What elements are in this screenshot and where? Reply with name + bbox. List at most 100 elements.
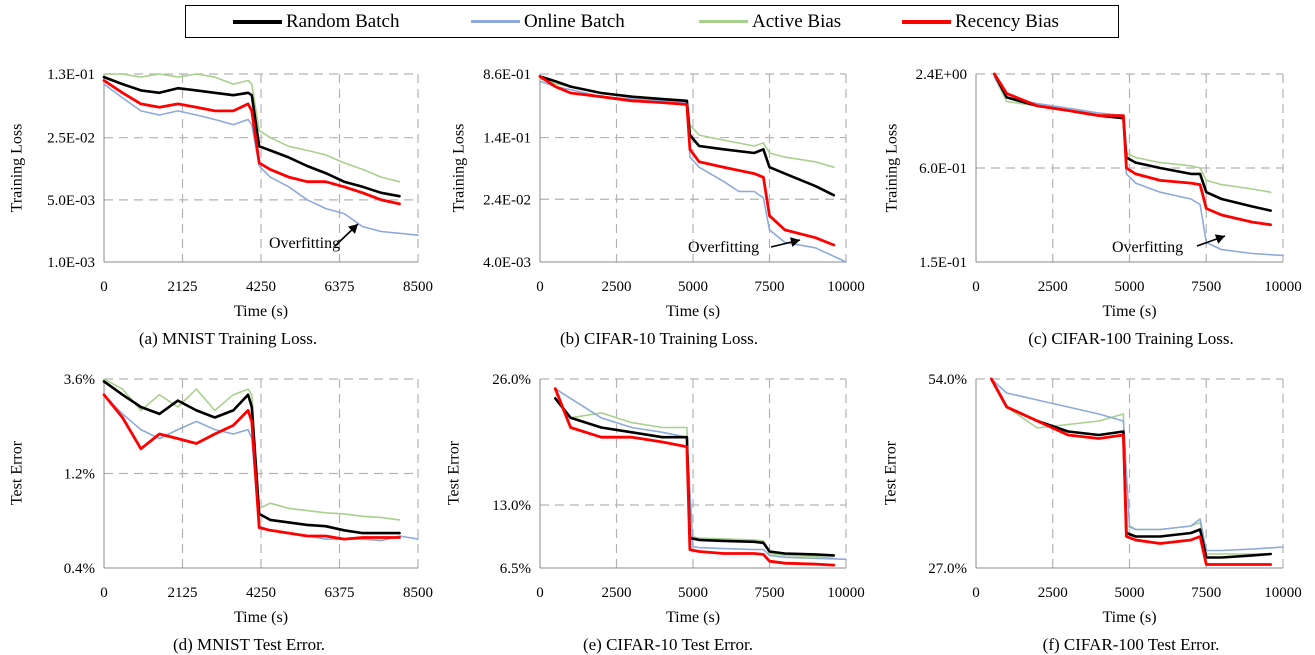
x-tick-label: 0: [100, 279, 108, 295]
legend-swatch-random-batch: [233, 20, 282, 24]
x-tick-label: 7500: [1191, 585, 1221, 601]
series-line-active-bias: [103, 73, 401, 183]
legend-swatch-online-batch: [471, 20, 520, 23]
legend-swatch-recency-bias: [902, 20, 951, 24]
y-axis-label: Test Error: [9, 440, 26, 505]
series-line-random-batch: [102, 380, 401, 535]
y-tick-label: 5.0E-03: [47, 193, 95, 209]
chart-caption: (f) CIFAR-100 Test Error.: [1043, 635, 1220, 654]
x-tick-label: 2125: [168, 585, 198, 601]
series-line-recency-bias: [538, 75, 836, 247]
chart-panel-1: 0 2125 4250 6375 8500 1.3E-01 2.5E-02 5.0E-03 1.…: [9, 67, 433, 348]
x-tick-label: 5000: [1115, 585, 1145, 601]
chart-caption: (a) MNIST Training Loss.: [139, 329, 317, 348]
x-tick-label: 5000: [678, 279, 708, 295]
series-line-random-batch: [553, 397, 836, 557]
x-tick-label: 4250: [246, 279, 276, 295]
y-tick-label: 1.2%: [64, 467, 95, 483]
series-line-online-batch: [993, 76, 1284, 257]
y-tick-label: 1.0E-03: [47, 255, 95, 271]
y-axis-label: Test Error: [446, 440, 463, 505]
chart-caption: (b) CIFAR-10 Training Loss.: [560, 329, 758, 348]
x-axis-label: Time (s): [1102, 609, 1156, 626]
series-line-online-batch: [990, 378, 1284, 552]
x-tick-label: 2500: [1038, 585, 1068, 601]
x-tick-label: 0: [972, 279, 980, 295]
legend: Random Batch Online Batch Active Bias Re…: [185, 5, 1119, 38]
y-tick-label: 3.6%: [64, 372, 95, 388]
x-tick-label: 6375: [325, 585, 355, 601]
chart-panel-6: 0 2500 5000 7500 10000 54.0% 27.0% Time (s) Test…: [883, 372, 1302, 654]
annotation-arrowhead: [1214, 234, 1225, 244]
x-tick-label: 7500: [1191, 279, 1221, 295]
chart-panel-3: 0 2500 5000 7500 10000 2.4E+00 6.0E-01 1.5E-01 T…: [884, 67, 1302, 348]
series-line-active-bias: [554, 397, 835, 560]
x-tick-label: 8500: [403, 585, 433, 601]
chart-caption: (d) MNIST Test Error.: [173, 635, 325, 654]
legend-label-online-batch: Online Batch: [524, 11, 625, 32]
x-tick-label: 0: [536, 585, 544, 601]
overfitting-annotation: Overfitting: [688, 239, 759, 256]
y-tick-label: 26.0%: [492, 372, 531, 388]
x-tick-label: 10000: [827, 585, 865, 601]
x-tick-label: 10000: [827, 279, 865, 295]
y-tick-label: 6.0E-01: [919, 161, 967, 177]
y-tick-label: 1.4E-01: [483, 131, 531, 147]
x-tick-label: 0: [100, 585, 108, 601]
x-axis-label: Time (s): [666, 609, 720, 626]
x-axis-label: Time (s): [666, 303, 720, 320]
x-axis-label: Time (s): [1102, 303, 1156, 320]
y-axis-label: Test Error: [883, 440, 900, 505]
y-tick-label: 13.0%: [492, 498, 531, 514]
x-tick-label: 10000: [1264, 279, 1302, 295]
y-tick-label: 1.5E-01: [919, 255, 967, 271]
chart-panel-2: 0 2500 5000 7500 10000 8.6E-01 1.4E-01 2.4E-02 4…: [451, 67, 865, 348]
overfitting-annotation: Overfitting: [1112, 239, 1183, 256]
series-line-active-bias: [103, 378, 401, 521]
series-line-recency-bias: [990, 377, 1273, 566]
series-line-online-batch: [554, 387, 847, 561]
series-line-random-batch: [538, 75, 836, 197]
x-tick-label: 0: [536, 279, 544, 295]
x-tick-label: 2500: [602, 585, 632, 601]
legend-label-random-batch: Random Batch: [286, 11, 400, 32]
y-axis-label: Training Loss: [451, 124, 468, 213]
series-line-active-bias: [993, 76, 1272, 193]
y-axis-label: Training Loss: [9, 124, 26, 213]
overfitting-annotation: Overfitting: [269, 235, 340, 252]
x-tick-label: 5000: [1115, 279, 1145, 295]
series-line-recency-bias: [102, 79, 401, 206]
series-line-random-batch: [990, 377, 1272, 559]
series-line-random-batch: [102, 75, 401, 198]
y-tick-label: 8.6E-01: [483, 67, 531, 83]
y-tick-label: 27.0%: [928, 561, 967, 577]
series-line-random-batch: [993, 72, 1272, 212]
chart-panel-4: 0 2125 4250 6375 8500 3.6% 1.2% 0.4% Time (s) Tes…: [9, 372, 433, 654]
x-tick-label: 4250: [246, 585, 276, 601]
y-tick-label: 1.3E-01: [47, 67, 95, 83]
y-tick-label: 2.4E+00: [916, 67, 967, 83]
x-tick-label: 0: [972, 585, 980, 601]
x-tick-label: 2500: [602, 279, 632, 295]
x-tick-label: 10000: [1264, 585, 1302, 601]
x-tick-label: 7500: [755, 279, 785, 295]
x-tick-label: 2500: [1038, 279, 1068, 295]
annotation-arrowhead: [790, 237, 800, 247]
x-tick-label: 6375: [325, 279, 355, 295]
chart-caption: (e) CIFAR-10 Test Error.: [583, 635, 753, 654]
x-axis-label: Time (s): [234, 609, 288, 626]
chart-panel-5: 0 2500 5000 7500 10000 26.0% 13.0% 6.5% Time (s)…: [446, 372, 865, 654]
x-tick-label: 2125: [168, 279, 198, 295]
legend-swatch-active-bias: [699, 20, 748, 23]
y-tick-label: 54.0%: [928, 372, 967, 388]
legend-label-recency-bias: Recency Bias: [955, 11, 1059, 32]
y-tick-label: 2.5E-02: [47, 131, 95, 147]
x-tick-label: 5000: [678, 585, 708, 601]
y-tick-label: 2.4E-02: [483, 192, 531, 208]
legend-label-active-bias: Active Bias: [752, 11, 842, 32]
y-tick-label: 0.4%: [64, 561, 95, 577]
x-tick-label: 7500: [755, 585, 785, 601]
x-tick-label: 8500: [403, 279, 433, 295]
series-line-recency-bias: [102, 393, 401, 541]
